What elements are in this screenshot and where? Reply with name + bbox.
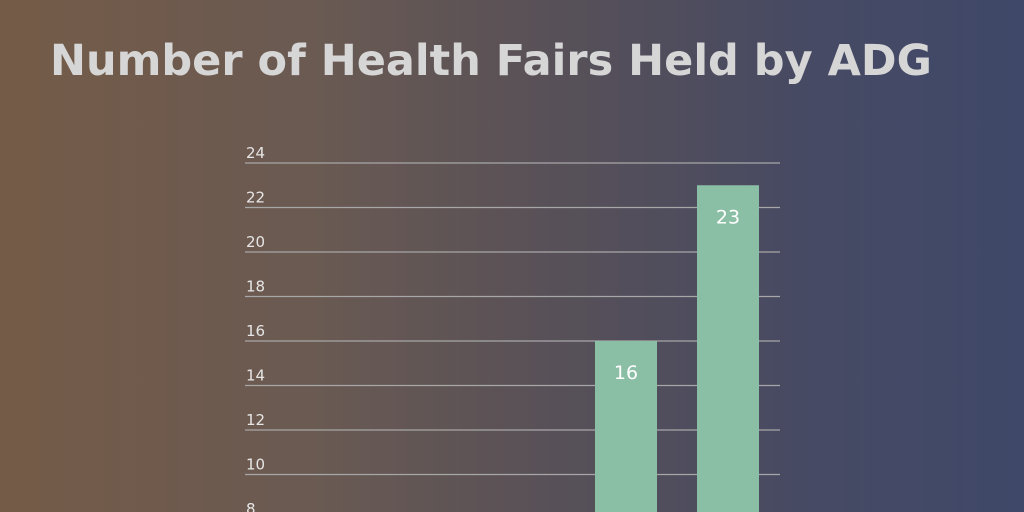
bar-value-label: 16 <box>614 362 638 384</box>
y-tick-label: 14 <box>246 367 265 385</box>
bars <box>595 185 759 512</box>
y-tick-label: 16 <box>246 322 265 340</box>
y-tick-label: 20 <box>246 233 265 251</box>
y-tick-label: 8 <box>246 500 256 512</box>
bar <box>697 185 759 512</box>
gridlines <box>245 162 780 476</box>
bar <box>595 341 657 512</box>
y-tick-label: 12 <box>246 411 265 429</box>
bar-value-label: 23 <box>716 206 740 228</box>
y-tick-label: 10 <box>246 456 265 474</box>
y-tick-label: 18 <box>246 278 265 296</box>
y-tick-label: 22 <box>246 189 265 207</box>
y-axis-tick-labels: 24 22 20 18 16 14 12 10 8 <box>246 144 265 512</box>
chart-title: Number of Health Fairs Held by ADG <box>50 36 932 86</box>
y-tick-label: 24 <box>246 144 265 162</box>
